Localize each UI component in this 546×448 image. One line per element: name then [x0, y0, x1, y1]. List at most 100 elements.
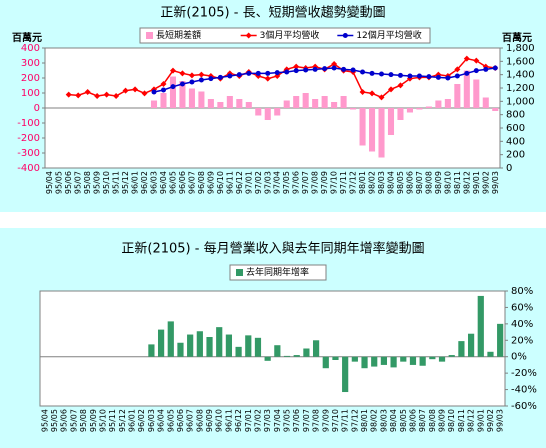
y-tick-label: 1,800: [506, 43, 535, 54]
bar: [226, 96, 233, 108]
point-marker: [198, 77, 204, 83]
y-tick-label: 1,600: [506, 56, 535, 67]
x-tick-label: 99/02: [486, 409, 495, 432]
point-marker: [208, 76, 214, 82]
point-marker: [473, 68, 479, 74]
point-marker: [132, 86, 139, 93]
x-tick-label: 98/08: [424, 171, 433, 194]
x-tick-label: 97/03: [263, 171, 272, 194]
x-tick-label: 97/09: [321, 409, 330, 432]
point-marker: [342, 33, 348, 38]
point-marker: [454, 66, 461, 73]
x-tick-label: 95/06: [60, 409, 69, 432]
x-tick-label: 97/10: [330, 171, 339, 194]
bar: [274, 345, 281, 357]
x-tick-label: 99/03: [491, 171, 500, 194]
y-tick-label: 200: [506, 150, 525, 161]
point-marker: [350, 67, 356, 73]
y-tick-label: 60%: [511, 302, 533, 313]
x-tick-label: 99/01: [476, 409, 485, 432]
y-tick-label: -200: [17, 133, 40, 144]
bar: [350, 108, 357, 110]
x-tick-label: 96/04: [157, 409, 166, 432]
separator: [0, 212, 546, 228]
x-tick-label: 97/07: [302, 409, 311, 432]
legend-swatch: [236, 269, 243, 276]
y-tick-label: 1,400: [506, 70, 535, 81]
y-tick-label: -400: [17, 163, 40, 174]
bar: [148, 344, 155, 357]
y-tick-label: 200: [21, 73, 40, 84]
bar: [438, 356, 446, 362]
y-tick-label: -60%: [511, 401, 537, 412]
y-tick-label: 0%: [511, 352, 527, 363]
x-tick-label: 98/03: [379, 409, 388, 432]
x-tick-label: 96/01: [131, 171, 140, 194]
point-marker: [369, 90, 376, 97]
point-marker: [397, 82, 404, 89]
point-marker: [169, 67, 176, 74]
point-marker: [189, 79, 195, 85]
x-tick-label: 95/12: [118, 409, 127, 432]
legend-label: 12個月平均營收: [356, 29, 421, 41]
point-marker: [227, 73, 233, 79]
point-marker: [435, 74, 441, 80]
x-tick-label: 98/11: [457, 409, 466, 432]
bar: [179, 81, 186, 108]
x-tick-label: 98/05: [399, 409, 408, 432]
bar: [463, 70, 470, 108]
x-tick-label: 95/11: [112, 171, 121, 194]
bar: [322, 356, 329, 369]
x-tick-label: 97/07: [301, 171, 310, 194]
bar: [454, 84, 461, 108]
x-tick-label: 96/08: [197, 171, 206, 194]
x-tick-label: 96/06: [176, 409, 185, 432]
bar: [400, 356, 407, 362]
bar: [274, 108, 281, 116]
point-marker: [94, 93, 101, 99]
x-tick-label: 97/01: [244, 171, 253, 194]
bar: [497, 323, 504, 357]
bar: [331, 102, 338, 108]
point-marker: [217, 74, 223, 80]
x-tick-label: 96/09: [205, 409, 214, 432]
chart-title: 正新(2105) - 每月營業收入與去年同期年增率變動圖: [121, 241, 424, 257]
bar: [264, 356, 271, 361]
x-tick-label: 95/10: [102, 171, 111, 194]
legend-label: 3個月平均營收: [260, 29, 320, 41]
x-tick-label: 98/10: [443, 171, 452, 194]
point-marker: [179, 70, 186, 77]
point-marker: [397, 72, 403, 78]
point-marker: [198, 71, 205, 78]
bar: [255, 108, 262, 116]
x-tick-label: 96/10: [215, 409, 224, 432]
bar: [444, 99, 451, 108]
point-marker: [160, 87, 166, 93]
point-marker: [473, 57, 480, 64]
legend-box: [229, 264, 327, 281]
bar: [342, 356, 349, 393]
y-tick-label: -300: [17, 148, 40, 159]
point-marker: [293, 63, 300, 70]
x-tick-label: 98/03: [377, 171, 386, 194]
bar: [157, 329, 165, 357]
bar: [254, 337, 262, 357]
y-tick-label: 600: [506, 123, 525, 134]
bar: [371, 356, 378, 367]
bar: [416, 108, 423, 110]
x-tick-label: 98/07: [418, 409, 427, 432]
point-marker: [445, 75, 451, 81]
x-tick-label: 98/02: [370, 409, 379, 432]
x-tick-label: 95/08: [79, 409, 88, 432]
bar: [217, 102, 224, 108]
x-tick-label: 97/11: [339, 171, 348, 194]
point-marker: [274, 70, 280, 76]
bar: [160, 93, 167, 108]
legend-box: [139, 27, 431, 44]
point-marker: [236, 72, 242, 78]
point-marker: [284, 69, 290, 75]
plot-area: [39, 290, 506, 407]
x-tick-label: 96/02: [137, 409, 146, 432]
x-tick-label: 98/06: [408, 409, 417, 432]
